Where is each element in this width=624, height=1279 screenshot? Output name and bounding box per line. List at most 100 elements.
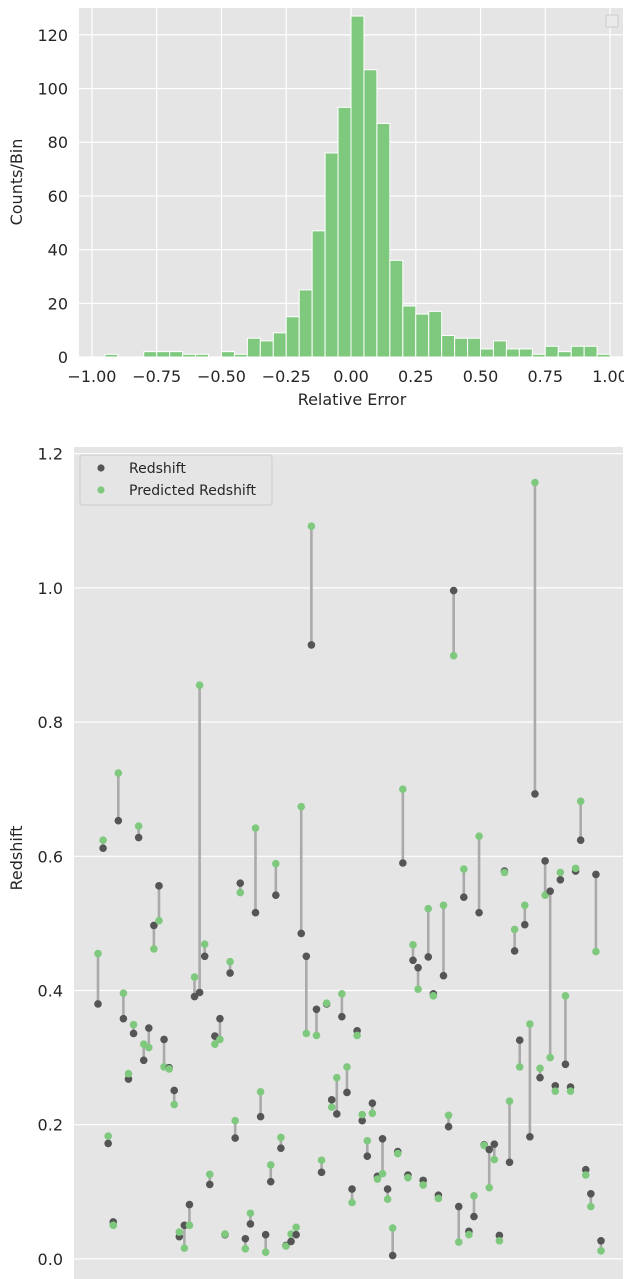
histogram-x-tick-label: −0.75 — [132, 367, 181, 386]
predicted-redshift-point — [266, 1161, 275, 1169]
predicted-redshift-point — [587, 1202, 595, 1211]
histogram-bar — [570, 345, 585, 358]
predicted-redshift-point — [256, 1088, 265, 1096]
redshift-point — [236, 879, 245, 887]
predicted-redshift-point — [546, 1053, 554, 1062]
histogram-bar — [298, 289, 313, 358]
histogram-y-tick-label: 60 — [48, 187, 68, 206]
predicted-redshift-point — [200, 940, 209, 948]
predicted-redshift-point — [520, 901, 529, 910]
predicted-redshift-point — [338, 990, 346, 998]
scatter-y-tick-label: 0.2 — [38, 1116, 63, 1135]
histogram-bar — [376, 122, 391, 358]
redshift-point — [297, 929, 306, 938]
redshift-point — [200, 952, 209, 961]
histogram-y-tick-label: 120 — [37, 26, 68, 45]
predicted-redshift-point — [510, 925, 519, 934]
predicted-redshift-point — [419, 1181, 427, 1189]
histogram-bar — [441, 335, 456, 358]
redshift-point — [307, 641, 316, 649]
redshift-point — [99, 844, 107, 853]
histogram-empty-legend — [605, 14, 619, 28]
redshift-point — [592, 870, 600, 879]
histogram-y-axis-label: Counts/Bin — [7, 139, 26, 226]
redshift-point — [581, 1165, 590, 1174]
histogram-y-tick-label: 80 — [48, 133, 68, 152]
redshift-point — [327, 1096, 336, 1104]
scatter-plot-area — [74, 447, 623, 1279]
redshift-point — [266, 1177, 275, 1186]
redshift-point — [515, 1036, 524, 1044]
redshift-point — [520, 920, 529, 929]
redshift-point — [444, 1122, 453, 1131]
predicted-redshift-point — [429, 992, 438, 1000]
histogram-bar — [518, 348, 533, 358]
redshift-point — [205, 1180, 214, 1189]
legend-marker-redshift — [97, 464, 105, 472]
redshift-point — [124, 1075, 133, 1083]
predicted-redshift-point — [581, 1171, 590, 1179]
redshift-point — [383, 1185, 392, 1193]
redshift-point — [104, 1139, 112, 1148]
predicted-redshift-point — [358, 1110, 367, 1119]
predicted-redshift-point — [195, 681, 204, 689]
histogram-x-axis-label: Relative Error — [298, 390, 407, 409]
predicted-redshift-point — [231, 1116, 239, 1125]
redshift-point — [338, 1012, 346, 1021]
redshift-point — [170, 1086, 179, 1095]
redshift-point — [561, 1060, 570, 1069]
redshift-point — [399, 859, 407, 867]
redshift-point — [155, 882, 163, 890]
redshift-scatter-plot: 0.0 0.2 0.4 0.6 0.8 1.0 1.2 Redshift Redshift … — [7, 445, 623, 1279]
histogram-bar — [195, 353, 210, 358]
histogram-bar — [311, 230, 326, 358]
redshift-point — [256, 1112, 265, 1121]
scatter-y-tick-label: 0.0 — [38, 1250, 63, 1269]
predicted-redshift-point — [119, 989, 128, 997]
predicted-redshift-point — [495, 1236, 504, 1245]
histogram-x-tick-label: 0.50 — [463, 367, 499, 386]
predicted-redshift-point — [99, 836, 107, 844]
histogram-bar — [324, 152, 339, 358]
predicted-redshift-point — [211, 1040, 219, 1048]
redshift-point — [160, 1035, 168, 1044]
histogram-bar — [169, 351, 184, 358]
histogram-x-tick-label: −0.25 — [262, 367, 311, 386]
predicted-redshift-point — [94, 949, 102, 958]
redshift-point — [454, 1202, 463, 1211]
predicted-redshift-point — [566, 1087, 575, 1095]
scatter-legend: Redshift Predicted Redshift — [79, 454, 273, 506]
predicted-redshift-point — [216, 1035, 224, 1044]
redshift-point — [139, 1056, 148, 1065]
histogram-bar — [480, 348, 494, 358]
histogram-bar — [505, 348, 520, 358]
redshift-point — [129, 1029, 138, 1038]
legend-label-predicted-redshift: Predicted Redshift — [129, 483, 257, 499]
predicted-redshift-point — [104, 1132, 112, 1140]
histogram-bar — [220, 351, 235, 358]
histogram-bar — [596, 353, 611, 358]
redshift-point — [449, 586, 458, 595]
redshift-point — [541, 857, 549, 865]
histogram-bar — [531, 353, 546, 358]
predicted-redshift-point — [571, 864, 580, 873]
histogram-bar — [557, 351, 572, 358]
redshift-point — [526, 1132, 534, 1141]
predicted-redshift-point — [460, 865, 468, 873]
predicted-redshift-point — [556, 868, 565, 877]
redshift-point — [134, 833, 143, 842]
predicted-redshift-point — [515, 1063, 524, 1071]
predicted-redshift-point — [378, 1169, 387, 1178]
predicted-redshift-point — [536, 1064, 544, 1073]
legend-label-redshift: Redshift — [129, 461, 186, 477]
predicted-redshift-point — [576, 797, 585, 806]
histogram-bar — [156, 351, 171, 358]
redshift-point — [343, 1088, 351, 1097]
redshift-point — [414, 963, 422, 972]
predicted-redshift-point — [150, 945, 158, 953]
redshift-point — [119, 1014, 128, 1023]
histogram-x-tick-label: 0.25 — [398, 367, 434, 386]
redshift-point — [195, 988, 204, 997]
histogram-y-tick-label: 40 — [48, 241, 68, 260]
redshift-point — [241, 1234, 250, 1243]
